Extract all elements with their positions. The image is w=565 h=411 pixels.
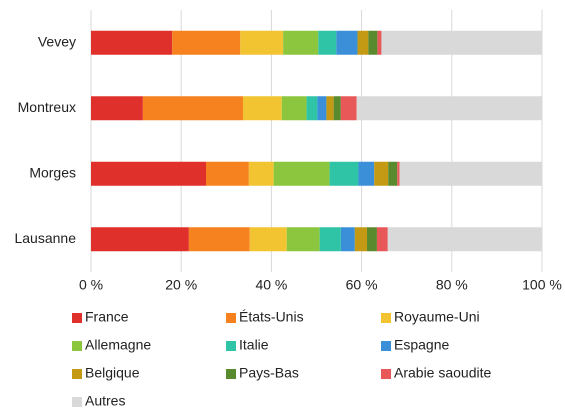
- bar-segment: [329, 161, 359, 186]
- bar-segment: [91, 30, 173, 55]
- bar-segment: [249, 227, 287, 252]
- legend-label: Belgique: [85, 365, 140, 381]
- bar-segment: [368, 30, 378, 55]
- legend-swatch: [381, 313, 391, 323]
- x-tick-label: 20 %: [165, 277, 197, 293]
- legend-swatch: [72, 341, 82, 351]
- bar-segment: [381, 30, 542, 55]
- legend-swatch: [381, 341, 391, 351]
- bar-segment: [283, 30, 319, 55]
- legend-swatch: [72, 369, 82, 379]
- legend-label: France: [85, 309, 129, 325]
- bar-segment: [91, 161, 207, 186]
- legend-label: Arabie saoudite: [394, 365, 492, 381]
- bar-segment: [273, 161, 330, 186]
- bar-segment: [354, 227, 368, 252]
- x-tick-label: 40 %: [255, 277, 287, 293]
- bar-segment: [388, 161, 398, 186]
- y-tick-label: Vevey: [38, 33, 76, 49]
- x-tick-label: 60 %: [346, 277, 378, 293]
- bar-segment: [358, 161, 375, 186]
- bar-segment: [142, 96, 243, 121]
- bar-segment: [91, 227, 189, 252]
- bar-segment: [317, 96, 327, 121]
- y-tick-label: Montreux: [18, 99, 76, 115]
- bar-segment: [374, 161, 389, 186]
- bar-segment: [340, 227, 355, 252]
- bar-segment: [356, 96, 542, 121]
- bar-segment: [387, 227, 542, 252]
- bar-segment: [242, 96, 282, 121]
- legend-swatch: [72, 313, 82, 323]
- legend-swatch: [226, 369, 236, 379]
- bar-segment: [172, 30, 241, 55]
- bar-segment: [318, 30, 337, 55]
- bar-segment: [367, 227, 377, 252]
- legend-swatch: [72, 397, 82, 407]
- legend-label: Royaume-Uni: [394, 309, 480, 325]
- x-tick-label: 100 %: [522, 277, 562, 293]
- bar-segment: [326, 96, 334, 121]
- legend-label: Pays-Bas: [239, 365, 299, 381]
- bar-segment: [397, 161, 400, 186]
- y-tick-label: Lausanne: [14, 230, 76, 246]
- x-tick-label: 0 %: [79, 277, 103, 293]
- legend-label: Espagne: [394, 337, 449, 353]
- bar-segment: [248, 161, 274, 186]
- bar-segment: [357, 30, 369, 55]
- y-tick-label: Morges: [29, 164, 76, 180]
- bar-segment: [376, 227, 388, 252]
- legend-swatch: [226, 341, 236, 351]
- legend-swatch: [381, 369, 391, 379]
- legend-label: Italie: [239, 337, 269, 353]
- bar-segment: [306, 96, 318, 121]
- bar-segment: [240, 30, 284, 55]
- x-tick-label: 80 %: [436, 277, 468, 293]
- bar-segment: [206, 161, 249, 186]
- legend-label: Allemagne: [85, 337, 151, 353]
- legend-label: Autres: [85, 393, 125, 409]
- bar-segment: [377, 30, 382, 55]
- bar-segment: [188, 227, 250, 252]
- bar-segment: [319, 227, 341, 252]
- bar-segment: [340, 96, 357, 121]
- legend-label: États-Unis: [239, 309, 304, 325]
- bar-segment: [333, 96, 341, 121]
- bar-segment: [286, 227, 320, 252]
- bar-segment: [91, 96, 143, 121]
- bar-segment: [281, 96, 307, 121]
- bar-segment: [336, 30, 358, 55]
- bar-segment: [399, 161, 542, 186]
- legend-swatch: [226, 313, 236, 323]
